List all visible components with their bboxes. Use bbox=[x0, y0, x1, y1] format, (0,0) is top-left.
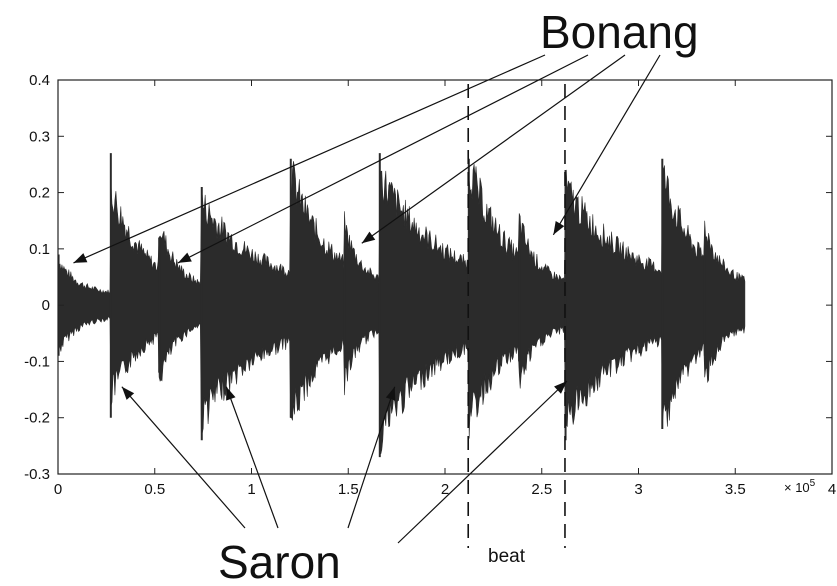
x-tick-label: 1 bbox=[247, 481, 255, 498]
x-tick-label: 3.5 bbox=[725, 481, 746, 498]
y-tick-label: 0.1 bbox=[29, 241, 50, 258]
y-tick-label: 0.2 bbox=[29, 185, 50, 202]
bonang-arrow bbox=[177, 54, 589, 264]
saron-arrow bbox=[397, 380, 568, 544]
bonang-label: Bonang bbox=[540, 6, 699, 58]
bonang-arrow bbox=[361, 54, 626, 244]
x-tick-label: 2 bbox=[441, 481, 449, 498]
x-tick-label: 0.5 bbox=[144, 481, 165, 498]
x-tick-label: 4 bbox=[828, 481, 836, 498]
saron-arrow bbox=[121, 386, 246, 529]
bonang-arrow-head bbox=[177, 252, 192, 263]
saron-arrow-head bbox=[226, 386, 236, 401]
bonang-arrow-head bbox=[553, 221, 565, 235]
y-tick-label: 0.3 bbox=[29, 128, 50, 145]
x-tick-label: 3 bbox=[634, 481, 642, 498]
beat-lines bbox=[467, 84, 566, 548]
waveform-series bbox=[57, 153, 746, 458]
y-tick-label: -0.1 bbox=[24, 353, 50, 370]
bonang-arrow-head bbox=[361, 231, 376, 244]
x-tick-label: 2.5 bbox=[531, 481, 552, 498]
y-tick-label: 0 bbox=[42, 297, 50, 314]
annotation-arrows bbox=[73, 54, 661, 544]
bonang-arrow bbox=[73, 54, 546, 264]
saron-arrow-head bbox=[121, 386, 135, 400]
x-tick-label: 1.5 bbox=[338, 481, 359, 498]
x-tick-label: 0 bbox=[54, 481, 62, 498]
axis-ticks: 0 0.5 1 1.5 2 2.5 3 3.5 4 0.4 0.3 0.2 0.1 0 -0.1 -0.2 -0… bbox=[24, 72, 836, 498]
bonang-arrow-head bbox=[73, 253, 88, 263]
y-tick-label: -0.3 bbox=[24, 466, 50, 483]
waveform-envelope bbox=[57, 161, 746, 455]
x-axis-multiplier: × 105 bbox=[784, 478, 816, 495]
saron-arrow bbox=[225, 386, 279, 529]
bonang-arrow bbox=[552, 54, 661, 236]
saron-label: Saron bbox=[218, 536, 341, 586]
saron-arrow-head bbox=[554, 381, 567, 394]
saron-arrow bbox=[347, 386, 396, 529]
beat-label: beat bbox=[488, 546, 526, 567]
saron-arrow-head bbox=[385, 386, 396, 401]
y-tick-label: -0.2 bbox=[24, 410, 50, 427]
y-tick-label: 0.4 bbox=[29, 72, 50, 89]
